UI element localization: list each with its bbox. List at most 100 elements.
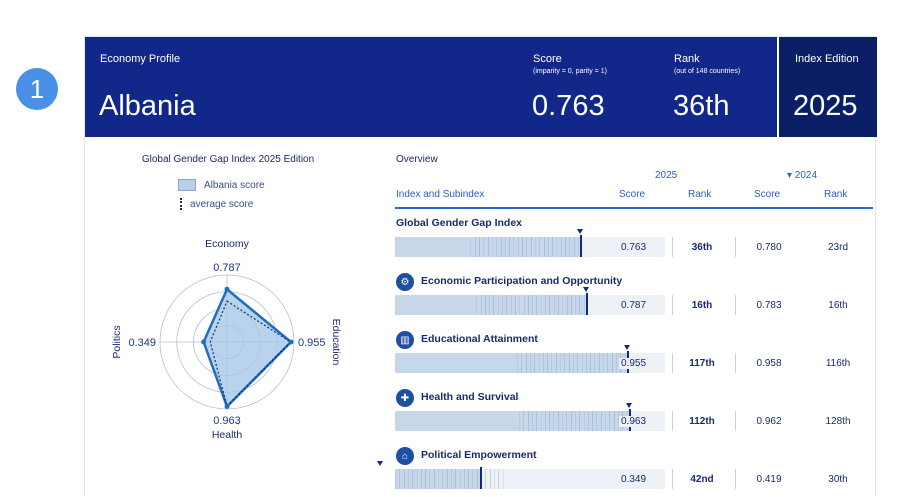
- economy-profile-label: Economy Profile: [100, 53, 181, 65]
- radar-point-education: [288, 339, 294, 345]
- row-rank-previous: 128th: [825, 416, 851, 427]
- score-sublabel: (imparity = 0, parity = 1): [533, 68, 607, 75]
- row-rank-previous: 116th: [825, 358, 851, 369]
- axis-value-politics: 0.349: [128, 337, 156, 349]
- score-bar-fill: [395, 411, 629, 431]
- column-divider: [672, 237, 673, 257]
- score-bar: [395, 287, 665, 315]
- column-divider: [735, 411, 736, 431]
- row-rank-previous: 16th: [828, 300, 848, 311]
- radar-score-polygon: [202, 288, 293, 408]
- radar-point-politics: [201, 339, 207, 345]
- row-rank: 117th: [689, 358, 715, 369]
- column-divider: [735, 353, 736, 373]
- radar-points: [201, 286, 294, 410]
- average-marker: [583, 287, 590, 292]
- education-icon: ▥: [396, 331, 414, 349]
- row-title: Political Empowerment: [421, 449, 537, 461]
- profile-header: Economy Profile Albania Score (imparity …: [85, 37, 877, 137]
- column-divider: [672, 353, 673, 373]
- index-edition-value: 2025: [793, 90, 858, 122]
- column-divider: [672, 295, 673, 315]
- radar-point-economy: [224, 286, 230, 292]
- score-bar: [395, 345, 665, 373]
- radar-point-health: [224, 404, 230, 410]
- radar-panel: Global Gender Gap Index 2025 Edition Alb…: [85, 137, 385, 497]
- row-score-previous: 0.783: [756, 300, 782, 311]
- row-score: 0.787: [619, 300, 649, 311]
- score-value: 0.763: [532, 90, 605, 122]
- axis-value-education: 0.955: [298, 337, 326, 349]
- column-divider: [672, 469, 673, 489]
- column-rank-previous: Rank: [824, 189, 848, 200]
- average-marker: [577, 229, 584, 234]
- column-divider: [735, 295, 736, 315]
- legend-country-score: Albania score: [178, 179, 265, 191]
- index-edition: Index Edition 2025: [777, 37, 877, 137]
- step-badge: 1: [16, 68, 58, 110]
- score-bar-fill: [395, 295, 587, 315]
- index-edition-label: Index Edition: [795, 53, 859, 65]
- axis-value-health: 0.963: [213, 415, 241, 427]
- axis-name-politics: Politics: [111, 325, 123, 358]
- score-marker: [586, 293, 589, 315]
- radar-labels: Economy 0.787 0.955 Education 0.963 Health 0.3…: [111, 238, 342, 441]
- row-score: 0.763: [619, 242, 649, 253]
- rank-value: 36th: [673, 90, 730, 122]
- score-bar-fill: [395, 353, 628, 373]
- legend-average-label: average score: [190, 198, 254, 210]
- column-score: Score: [619, 189, 646, 200]
- legend-dotted-line: [180, 198, 184, 210]
- score-bar: [376, 461, 665, 489]
- axis-name-education: Education: [330, 319, 342, 366]
- row-score-previous: 0.780: [756, 242, 782, 253]
- row-rank-previous: 30th: [828, 474, 848, 485]
- score-marker: [580, 235, 583, 257]
- rank-sublabel: (out of 148 countries): [674, 68, 741, 75]
- row-rank-previous: 23rd: [827, 242, 848, 253]
- column-divider: [735, 469, 736, 489]
- row-rank: 16th: [691, 300, 713, 311]
- column-rank: Rank: [688, 189, 712, 200]
- column-divider: [735, 237, 736, 257]
- average-marker: [376, 461, 383, 466]
- radar-chart: Economy 0.787 0.955 Education 0.963 Health 0.3…: [111, 238, 342, 441]
- row-title: Educational Attainment: [421, 333, 538, 345]
- axis-value-economy: 0.787: [213, 262, 241, 274]
- row-rank: 112th: [689, 416, 715, 427]
- row-rank: 36th: [691, 242, 713, 253]
- row-rank: 42nd: [690, 474, 714, 485]
- legend-average-score: average score: [178, 198, 253, 210]
- axis-name-economy: Economy: [205, 238, 250, 250]
- row-title: Economic Participation and Opportunity: [421, 275, 623, 287]
- economy-profile-card: Economy Profile Albania Score (imparity …: [84, 36, 877, 497]
- row-score: 0.963: [619, 416, 649, 427]
- axis-name-health: Health: [212, 429, 243, 441]
- score-bar-fill: [395, 237, 581, 257]
- row-title: Global Gender Gap Index: [396, 217, 523, 229]
- year-previous-header[interactable]: ▾ 2024: [787, 170, 818, 181]
- legend-swatch: [178, 179, 196, 191]
- score-marker: [479, 467, 482, 489]
- health-icon: ✚: [396, 389, 414, 407]
- rank-label: Rank: [674, 53, 700, 65]
- year-current-header: 2025: [655, 170, 678, 181]
- score-bar-fill: [395, 469, 480, 489]
- row-score-previous: 0.419: [756, 474, 782, 485]
- economy-icon: ⚙: [396, 273, 414, 291]
- score-label: Score: [533, 53, 562, 65]
- country-name: Albania: [99, 90, 196, 122]
- column-index: Index and Subindex: [396, 189, 485, 200]
- row-title: Health and Survival: [421, 391, 519, 403]
- row-score: 0.349: [619, 474, 649, 485]
- column-divider: [672, 411, 673, 431]
- radar-title: Global Gender Gap Index 2025 Edition: [141, 154, 315, 165]
- row-score-previous: 0.958: [756, 358, 782, 369]
- score-bar: [395, 229, 665, 257]
- average-marker: [624, 345, 631, 350]
- row-score: 0.955: [619, 358, 649, 369]
- header-divider: [395, 207, 873, 209]
- politics-icon: ⌂: [396, 447, 414, 465]
- overview-title: Overview: [396, 154, 438, 165]
- column-score-previous: Score: [754, 189, 781, 200]
